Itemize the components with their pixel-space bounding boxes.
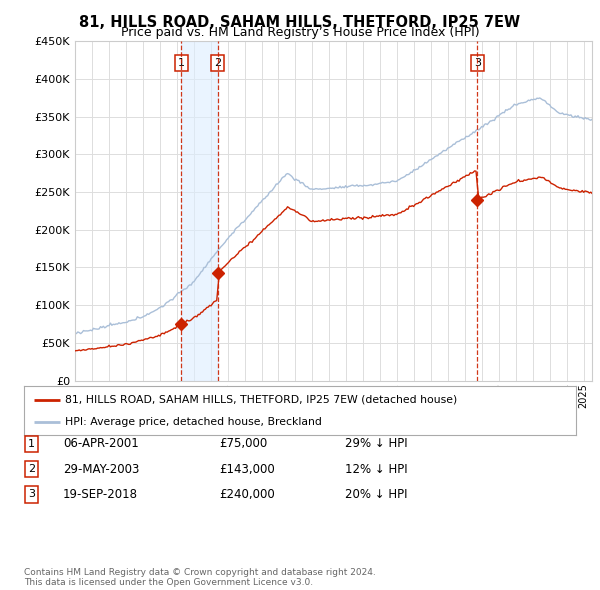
Text: 2: 2 [28, 464, 35, 474]
Text: 3: 3 [28, 490, 35, 499]
Text: 3: 3 [474, 58, 481, 68]
Text: 29-MAY-2003: 29-MAY-2003 [63, 463, 139, 476]
Text: 1: 1 [178, 58, 185, 68]
Text: 29% ↓ HPI: 29% ↓ HPI [345, 437, 407, 450]
Bar [181, 41, 218, 381]
Text: 06-APR-2001: 06-APR-2001 [63, 437, 139, 450]
Text: 1: 1 [28, 439, 35, 448]
Text: 2: 2 [214, 58, 221, 68]
Text: £143,000: £143,000 [219, 463, 275, 476]
Text: £240,000: £240,000 [219, 488, 275, 501]
Text: HPI: Average price, detached house, Breckland: HPI: Average price, detached house, Brec… [65, 417, 322, 427]
Text: 19-SEP-2018: 19-SEP-2018 [63, 488, 138, 501]
Text: 20% ↓ HPI: 20% ↓ HPI [345, 488, 407, 501]
Text: Contains HM Land Registry data © Crown copyright and database right 2024.
This d: Contains HM Land Registry data © Crown c… [24, 568, 376, 587]
Text: 81, HILLS ROAD, SAHAM HILLS, THETFORD, IP25 7EW: 81, HILLS ROAD, SAHAM HILLS, THETFORD, I… [79, 15, 521, 30]
Text: £75,000: £75,000 [219, 437, 267, 450]
Text: 81, HILLS ROAD, SAHAM HILLS, THETFORD, IP25 7EW (detached house): 81, HILLS ROAD, SAHAM HILLS, THETFORD, I… [65, 395, 458, 405]
Text: Price paid vs. HM Land Registry’s House Price Index (HPI): Price paid vs. HM Land Registry’s House … [121, 26, 479, 39]
Text: 12% ↓ HPI: 12% ↓ HPI [345, 463, 407, 476]
